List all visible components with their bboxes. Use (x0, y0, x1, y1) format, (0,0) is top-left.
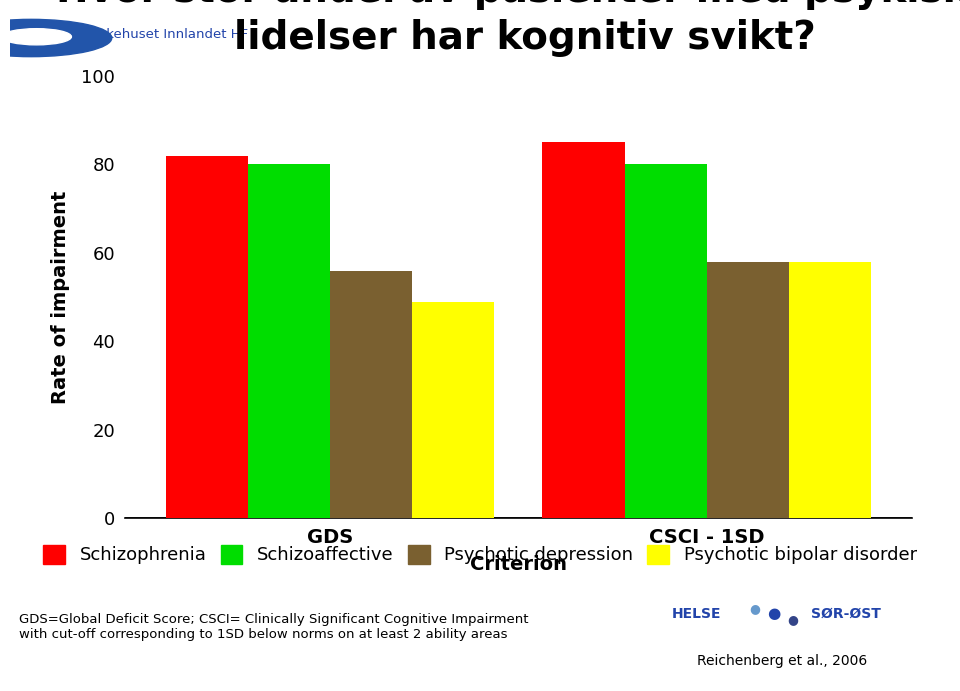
Bar (248, 164, 330, 518)
Text: ●: ● (749, 602, 760, 615)
Y-axis label: Rate of impairment: Rate of impairment (51, 191, 70, 404)
Bar (542, 142, 625, 518)
X-axis label: Criterion: Criterion (469, 556, 567, 574)
Text: SØR-ØST: SØR-ØST (811, 607, 881, 621)
Bar (166, 155, 248, 518)
Legend: Schizophrenia, Schizoaffective, Psychotic depression, Psychotic bipolar disorder: Schizophrenia, Schizoaffective, Psychoti… (43, 545, 917, 565)
Circle shape (0, 19, 111, 57)
Bar (330, 271, 412, 518)
Text: ●: ● (787, 613, 799, 626)
Text: Hvor stor andel av pasienter med psykiske
lidelser har kognitiv svikt?: Hvor stor andel av pasienter med psykisk… (57, 0, 960, 57)
Text: HELSE: HELSE (672, 607, 722, 621)
Bar (789, 262, 871, 518)
Text: ●: ● (767, 607, 780, 621)
Text: GDS=Global Deficit Score; CSCI= Clinically Significant Cognitive Impairment
with: GDS=Global Deficit Score; CSCI= Clinical… (19, 613, 529, 641)
Circle shape (2, 29, 71, 45)
Bar (625, 164, 707, 518)
Bar (707, 262, 789, 518)
Text: Reichenberg et al., 2006: Reichenberg et al., 2006 (697, 654, 867, 668)
Text: Sykehuset Innlandet HF: Sykehuset Innlandet HF (90, 28, 249, 41)
Bar (412, 301, 494, 518)
